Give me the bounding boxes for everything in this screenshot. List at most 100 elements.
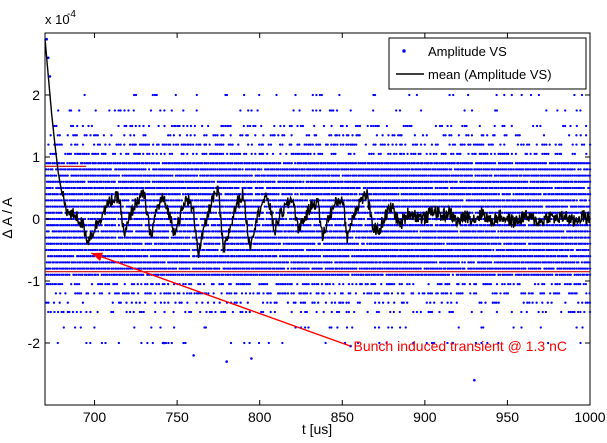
amplitude-point [307, 255, 310, 258]
amplitude-point [368, 168, 371, 171]
amplitude-point [529, 248, 532, 252]
amplitude-point [73, 162, 77, 165]
amplitude-point [117, 224, 121, 227]
amplitude-point [448, 230, 451, 233]
amplitude-point [278, 143, 282, 146]
amplitude-point [548, 199, 552, 202]
amplitude-point [155, 93, 158, 97]
amplitude-point [85, 199, 88, 202]
amplitude-point [113, 217, 117, 221]
amplitude-point [283, 255, 286, 258]
amplitude-point [235, 236, 238, 239]
amplitude-point [349, 248, 352, 252]
amplitude-point [134, 248, 137, 252]
amplitude-point [298, 248, 301, 252]
amplitude-point [342, 143, 345, 146]
amplitude-point [125, 217, 128, 221]
amplitude-point [547, 152, 550, 156]
amplitude-point [207, 248, 210, 252]
amplitude-point [533, 152, 536, 156]
amplitude-point [188, 217, 191, 221]
amplitude-point [117, 211, 120, 214]
amplitude-point [564, 109, 567, 112]
amplitude-point [49, 242, 52, 245]
amplitude-point [148, 180, 151, 183]
amplitude-point [537, 230, 540, 233]
amplitude-point [459, 193, 462, 196]
amplitude-point [372, 180, 375, 183]
amplitude-point [406, 242, 409, 245]
amplitude-point [413, 242, 416, 245]
amplitude-point [402, 162, 405, 165]
amplitude-point [571, 242, 574, 245]
amplitude-point [225, 174, 229, 177]
amplitude-point [351, 186, 354, 190]
amplitude-point [133, 152, 136, 156]
amplitude-point [181, 193, 185, 196]
amplitude-point [254, 162, 257, 165]
amplitude-point [527, 236, 530, 239]
amplitude-point [320, 152, 324, 156]
amplitude-point [537, 162, 540, 165]
amplitude-point [373, 217, 377, 221]
amplitude-point [347, 248, 350, 252]
amplitude-point [102, 186, 105, 190]
amplitude-point [394, 255, 397, 258]
amplitude-point [117, 124, 120, 128]
amplitude-point [178, 236, 181, 239]
amplitude-point [252, 217, 255, 221]
amplitude-point [178, 174, 181, 177]
amplitude-point [339, 180, 343, 183]
amplitude-point [362, 255, 365, 258]
amplitude-point [146, 224, 149, 227]
amplitude-point [248, 255, 251, 258]
amplitude-point [296, 162, 299, 165]
amplitude-point [419, 180, 422, 183]
amplitude-point [233, 152, 237, 156]
amplitude-point [167, 174, 170, 177]
amplitude-point [465, 124, 468, 128]
amplitude-point [508, 199, 512, 202]
amplitude-point [427, 174, 430, 177]
amplitude-point [97, 199, 100, 202]
amplitude-point [92, 242, 96, 245]
amplitude-point [271, 199, 274, 202]
amplitude-point [305, 134, 308, 137]
amplitude-point [75, 174, 78, 177]
amplitude-point [514, 180, 517, 183]
amplitude-point [315, 162, 318, 165]
amplitude-point [250, 186, 253, 190]
amplitude-point [166, 224, 170, 227]
amplitude-point [337, 168, 341, 171]
amplitude-point [476, 168, 479, 171]
amplitude-point [381, 180, 384, 183]
amplitude-point [127, 242, 130, 245]
amplitude-point [417, 224, 421, 227]
amplitude-point [526, 180, 529, 183]
amplitude-point [501, 224, 504, 227]
amplitude-point [178, 186, 181, 190]
amplitude-point [451, 205, 455, 208]
amplitude-point [402, 242, 406, 245]
amplitude-point [465, 199, 468, 202]
amplitude-point [70, 230, 73, 233]
amplitude-point [490, 236, 493, 239]
amplitude-point [393, 236, 396, 239]
amplitude-point [311, 162, 314, 165]
amplitude-point [370, 162, 373, 165]
amplitude-point [482, 205, 485, 208]
amplitude-point [537, 236, 540, 239]
amplitude-point [427, 199, 430, 202]
amplitude-point [104, 152, 107, 156]
amplitude-point [474, 168, 478, 171]
amplitude-point [57, 211, 60, 214]
amplitude-point [151, 143, 155, 146]
amplitude-point [404, 162, 407, 165]
amplitude-point [159, 211, 162, 214]
amplitude-point [413, 174, 417, 177]
amplitude-point [273, 193, 276, 196]
amplitude-point [54, 174, 58, 177]
amplitude-point [389, 230, 392, 233]
amplitude-point [516, 242, 519, 245]
amplitude-point [567, 242, 570, 245]
